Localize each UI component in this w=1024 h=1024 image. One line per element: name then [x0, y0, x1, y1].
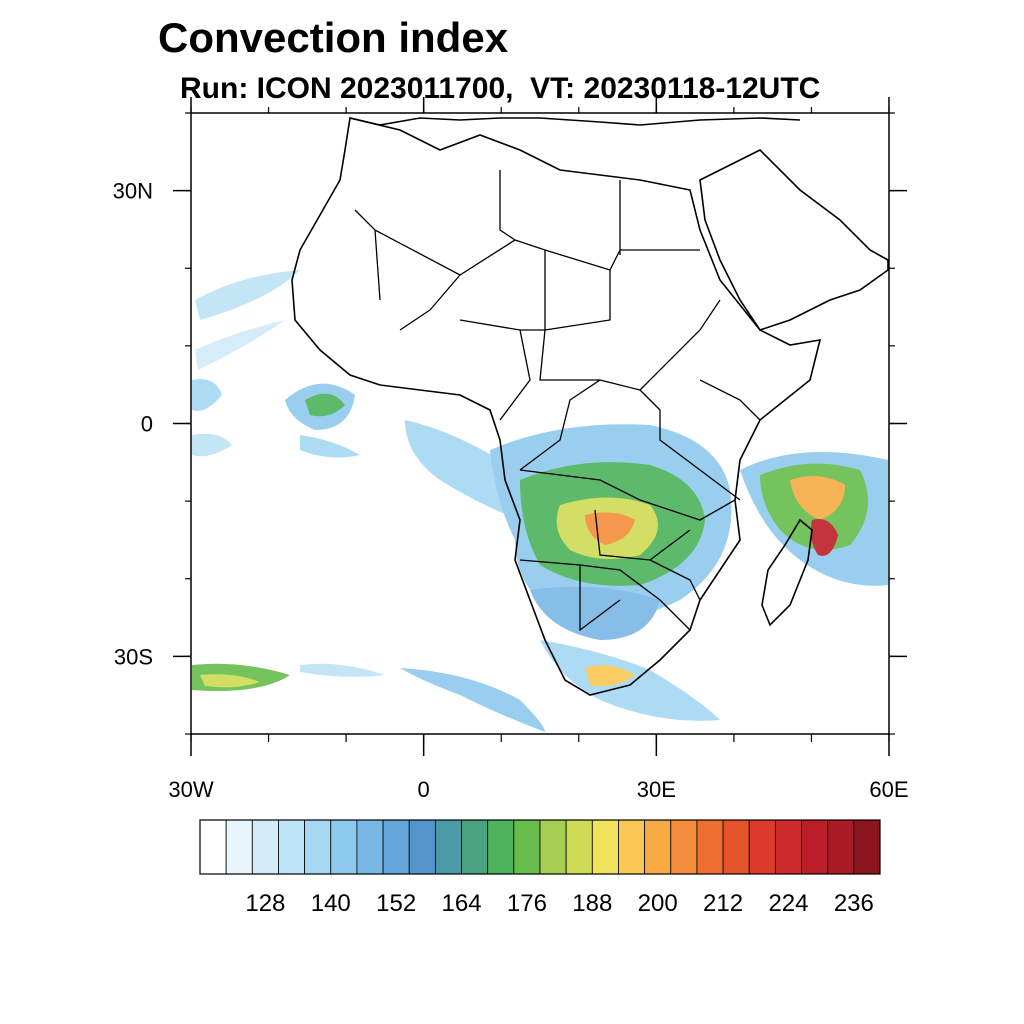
field-south-atlantic-west-core — [200, 674, 260, 688]
field-south-atlantic-mid — [300, 663, 385, 677]
colorbar-swatch — [513, 819, 541, 875]
run-subtitle: Run: ICON 2023011700, VT: 20230118-12UTC — [180, 72, 821, 105]
colorbar-swatch — [382, 819, 410, 875]
lon-tick-label: 60E — [869, 777, 908, 802]
colorbar-swatch — [801, 819, 829, 875]
field-atlantic-west2 — [192, 433, 232, 457]
field-south-africa — [540, 640, 720, 721]
field-madagascar-hot — [810, 519, 838, 556]
colorbar: 128 140 152 164 176 188 200 212 224 236 — [199, 819, 881, 917]
field-south-africa-core — [585, 665, 635, 687]
border-lines — [354, 170, 761, 632]
madagascar-coastline — [761, 518, 813, 627]
colorbar-swatch — [251, 819, 279, 875]
axis-ticks: 30N 0 30S 30W 0 30E 60E — [113, 97, 909, 802]
africa-coastline — [291, 117, 822, 696]
lon-tick-label: 0 — [418, 777, 430, 802]
colorbar-swatch — [278, 819, 306, 875]
colorbar-swatch — [461, 819, 489, 875]
lat-tick-label: 30S — [114, 644, 153, 669]
field-atlantic-streak-north — [195, 270, 300, 320]
colorbar-label: 212 — [703, 890, 743, 917]
field-gulf-guinea-core — [305, 393, 345, 417]
colorbar-swatch — [644, 819, 672, 875]
field-south-atlantic-east — [400, 668, 545, 732]
colorbar-swatch — [618, 819, 646, 875]
colorbar-label: 152 — [376, 890, 416, 917]
field-west-band — [405, 420, 527, 520]
colorbar-swatch — [565, 819, 593, 875]
colorbar-label: 176 — [507, 890, 547, 917]
lon-tick-label: 30E — [637, 777, 676, 802]
colorbar-swatch — [330, 819, 358, 875]
colorbar-swatch — [487, 819, 515, 875]
field-gulf-guinea-trail — [300, 435, 360, 458]
lon-tick-label: 30W — [168, 777, 213, 802]
colorbar-label: 200 — [638, 890, 678, 917]
europe-coastline — [349, 117, 801, 126]
lat-tick-label: 30N — [113, 179, 153, 204]
colorbar-swatch — [434, 819, 462, 875]
colorbar-swatch — [670, 819, 698, 875]
colorbar-swatch — [722, 819, 750, 875]
field-south-interior — [530, 586, 660, 640]
colorbar-swatch — [774, 819, 802, 875]
lat-tick-label: 0 — [141, 412, 153, 437]
colorbar-swatch — [539, 819, 567, 875]
convection-field — [192, 270, 888, 732]
page-title: Convection index — [158, 14, 509, 61]
field-atlantic-west — [192, 379, 222, 411]
colorbar-swatch — [827, 819, 855, 875]
colorbar-swatch — [304, 819, 332, 875]
colorbar-frame — [199, 819, 881, 875]
colorbar-swatch — [853, 819, 881, 875]
colorbar-label: 236 — [834, 890, 874, 917]
arabia-coastline — [699, 149, 889, 331]
field-atlantic-streak-north2 — [195, 320, 285, 370]
colorbar-label: 224 — [768, 890, 808, 917]
colorbar-swatch — [591, 819, 619, 875]
colorbar-swatch — [199, 819, 227, 875]
colorbar-swatch — [748, 819, 776, 875]
colorbar-label: 128 — [245, 890, 285, 917]
field-madagascar-core — [790, 476, 845, 520]
colorbar-swatch — [408, 819, 436, 875]
map-frame — [190, 112, 890, 735]
colorbar-label: 140 — [311, 890, 351, 917]
colorbar-swatch — [696, 819, 724, 875]
country-borders — [354, 170, 761, 632]
coastlines — [291, 117, 889, 696]
colorbar-label: 188 — [572, 890, 612, 917]
colorbar-label: 164 — [442, 890, 482, 917]
colorbar-swatch — [356, 819, 384, 875]
colorbar-swatch — [225, 819, 253, 875]
